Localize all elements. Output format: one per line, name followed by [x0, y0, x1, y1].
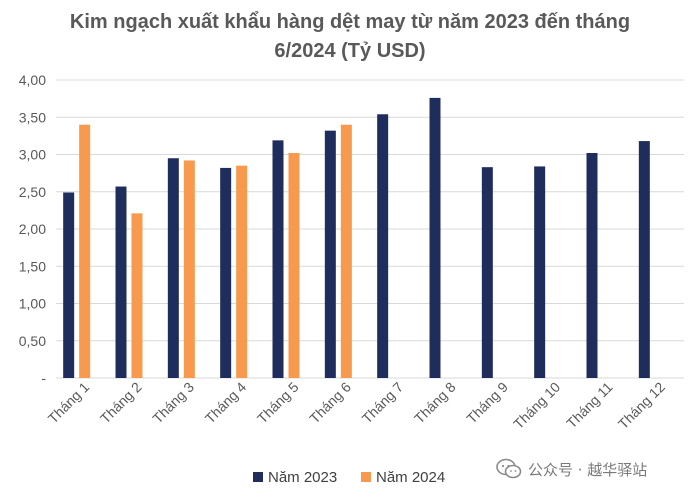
y-tick-label: 1,00: [19, 296, 46, 312]
y-tick-label: 3,00: [19, 147, 46, 163]
grid-lines: [56, 79, 684, 379]
y-tick-label: 4,00: [19, 72, 46, 88]
x-tick-label: Tháng 10: [510, 379, 563, 432]
bar-nam-2023-6: [324, 130, 336, 378]
bar-nam-2023-12: [638, 141, 650, 378]
x-tick-label: Tháng 6: [306, 379, 354, 427]
watermark-text: 公众号 · 越华驿站: [528, 460, 648, 479]
bar-nam-2023-8: [429, 97, 441, 378]
bar-nam-2023-4: [220, 167, 232, 378]
bar-nam-2024-5: [288, 153, 300, 378]
chart-title: Kim ngạch xuất khẩu hàng dệt may từ năm …: [70, 11, 630, 62]
legend-label: Năm 2024: [376, 469, 445, 486]
y-tick-label: 2,50: [19, 184, 46, 200]
watermark: 公众号 · 越华驿站: [496, 458, 647, 480]
bar-nam-2023-3: [167, 158, 179, 378]
bar-nam-2024-2: [131, 213, 143, 378]
bar-nam-2023-11: [586, 153, 598, 378]
bar-nam-2024-1: [79, 124, 91, 378]
x-tick-label: Tháng 1: [45, 379, 93, 427]
x-tick-label: Tháng 9: [463, 379, 511, 427]
y-tick-label: 1,50: [19, 258, 46, 274]
y-tick-label: 3,50: [19, 109, 46, 125]
y-tick-label: -: [41, 370, 46, 386]
chart-title-line-1: Kim ngạch xuất khẩu hàng dệt may từ năm …: [70, 11, 630, 33]
x-tick-label: Tháng 2: [97, 379, 145, 427]
bar-nam-2023-7: [377, 114, 389, 379]
bar-nam-2024-4: [236, 165, 248, 378]
x-tick-label: Tháng 4: [202, 379, 250, 427]
x-tick-label: Tháng 3: [149, 379, 197, 427]
y-tick-label: 2,00: [19, 221, 46, 237]
x-tick-label: Tháng 5: [254, 379, 302, 427]
y-tick-label: 0,50: [19, 333, 46, 349]
x-tick-label: Tháng 12: [615, 379, 668, 432]
x-axis-ticks: Tháng 1 Tháng 2 Tháng 3 Tháng 4 Tháng 5 Tháng…: [45, 379, 668, 432]
wechat-icon: [496, 458, 522, 479]
bar-nam-2023-5: [272, 140, 284, 378]
legend: Năm 2023 Năm 2024: [253, 469, 445, 486]
bar-nam-2023-1: [63, 192, 75, 378]
x-tick-label: Tháng 8: [411, 379, 459, 427]
chart-title-line-2: 6/2024 (Tỷ USD): [274, 40, 425, 62]
bar-nam-2023-2: [115, 186, 127, 378]
x-tick-label: Tháng 11: [563, 379, 616, 432]
y-axis-ticks: - 0,50 1,00 1,50 2,00 2,50 3,00 3,50 4,00: [19, 72, 47, 386]
legend-swatch: [253, 472, 263, 482]
x-tick-label: Tháng 7: [359, 379, 407, 427]
bar-nam-2023-9: [481, 167, 493, 378]
legend-label: Năm 2023: [268, 469, 337, 486]
bars: [63, 97, 650, 379]
bar-nam-2024-6: [340, 124, 352, 378]
bar-nam-2023-10: [534, 166, 546, 378]
bar-nam-2024-3: [183, 160, 195, 378]
legend-swatch: [361, 472, 371, 482]
